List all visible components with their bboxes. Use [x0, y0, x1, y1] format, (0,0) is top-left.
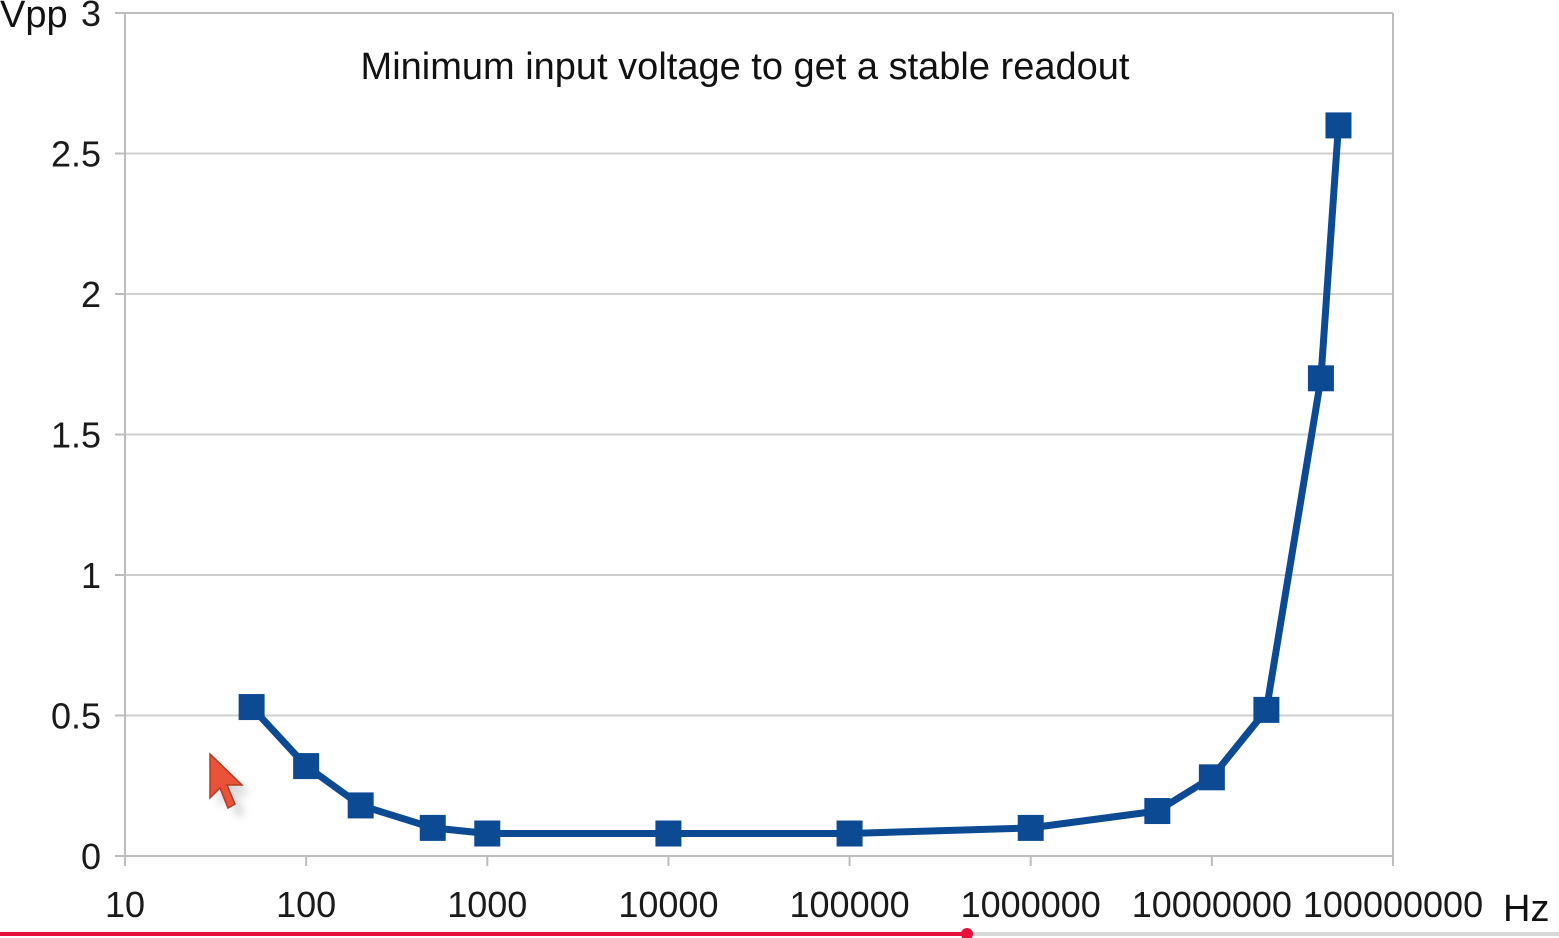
series	[238, 112, 1352, 847]
y-tick-label: 2	[81, 274, 101, 315]
data-point-marker	[419, 814, 446, 841]
video-progress-fill	[0, 932, 967, 936]
mouse-pointer-icon	[205, 752, 265, 832]
y-axis-label: Vpp	[0, 0, 68, 36]
data-point-marker	[238, 694, 265, 721]
y-tick-label: 2.5	[51, 134, 101, 175]
video-progress-bar[interactable]	[0, 928, 1559, 938]
x-axis-label: Hz	[1503, 888, 1549, 930]
y-tick-label: 3	[81, 0, 101, 34]
grid	[125, 12, 1393, 857]
y-tick-label: 0	[81, 836, 101, 877]
axes	[115, 12, 1394, 866]
data-point-marker	[1307, 365, 1334, 392]
data-point-marker	[347, 792, 374, 819]
data-point-marker	[655, 820, 682, 847]
data-point-marker	[1017, 814, 1044, 841]
x-tick-label: 100	[276, 884, 336, 925]
data-point-marker	[1253, 696, 1280, 723]
chart-title: Minimum input voltage to get a stable re…	[361, 46, 1130, 88]
y-tick-label: 1	[81, 555, 101, 596]
data-point-marker	[1325, 112, 1352, 139]
x-tick-labels: 10 100 1000 10000 100000 1000000 10000000 10000…	[105, 884, 1483, 925]
x-tick-label: 1000000	[961, 884, 1101, 925]
y-tick-labels: 0 0.5 1 1.5 2 2.5 3	[51, 0, 101, 877]
x-tick-label: 10000	[618, 884, 718, 925]
data-point-marker	[474, 820, 501, 847]
video-progress-handle[interactable]	[960, 928, 973, 938]
data-point-marker	[1144, 798, 1171, 825]
series-line	[249, 125, 1342, 838]
data-point-marker	[293, 753, 320, 780]
x-tick-label: 1000	[447, 884, 527, 925]
data-point-marker	[836, 820, 863, 847]
x-tick-label: 100000000	[1303, 884, 1483, 925]
x-tick-label: 100000	[790, 884, 910, 925]
data-point-marker	[1198, 764, 1225, 791]
y-tick-label: 1.5	[51, 415, 101, 456]
y-tick-label: 0.5	[51, 696, 101, 737]
x-tick-label: 10	[105, 884, 145, 925]
x-tick-label: 10000000	[1132, 884, 1292, 925]
